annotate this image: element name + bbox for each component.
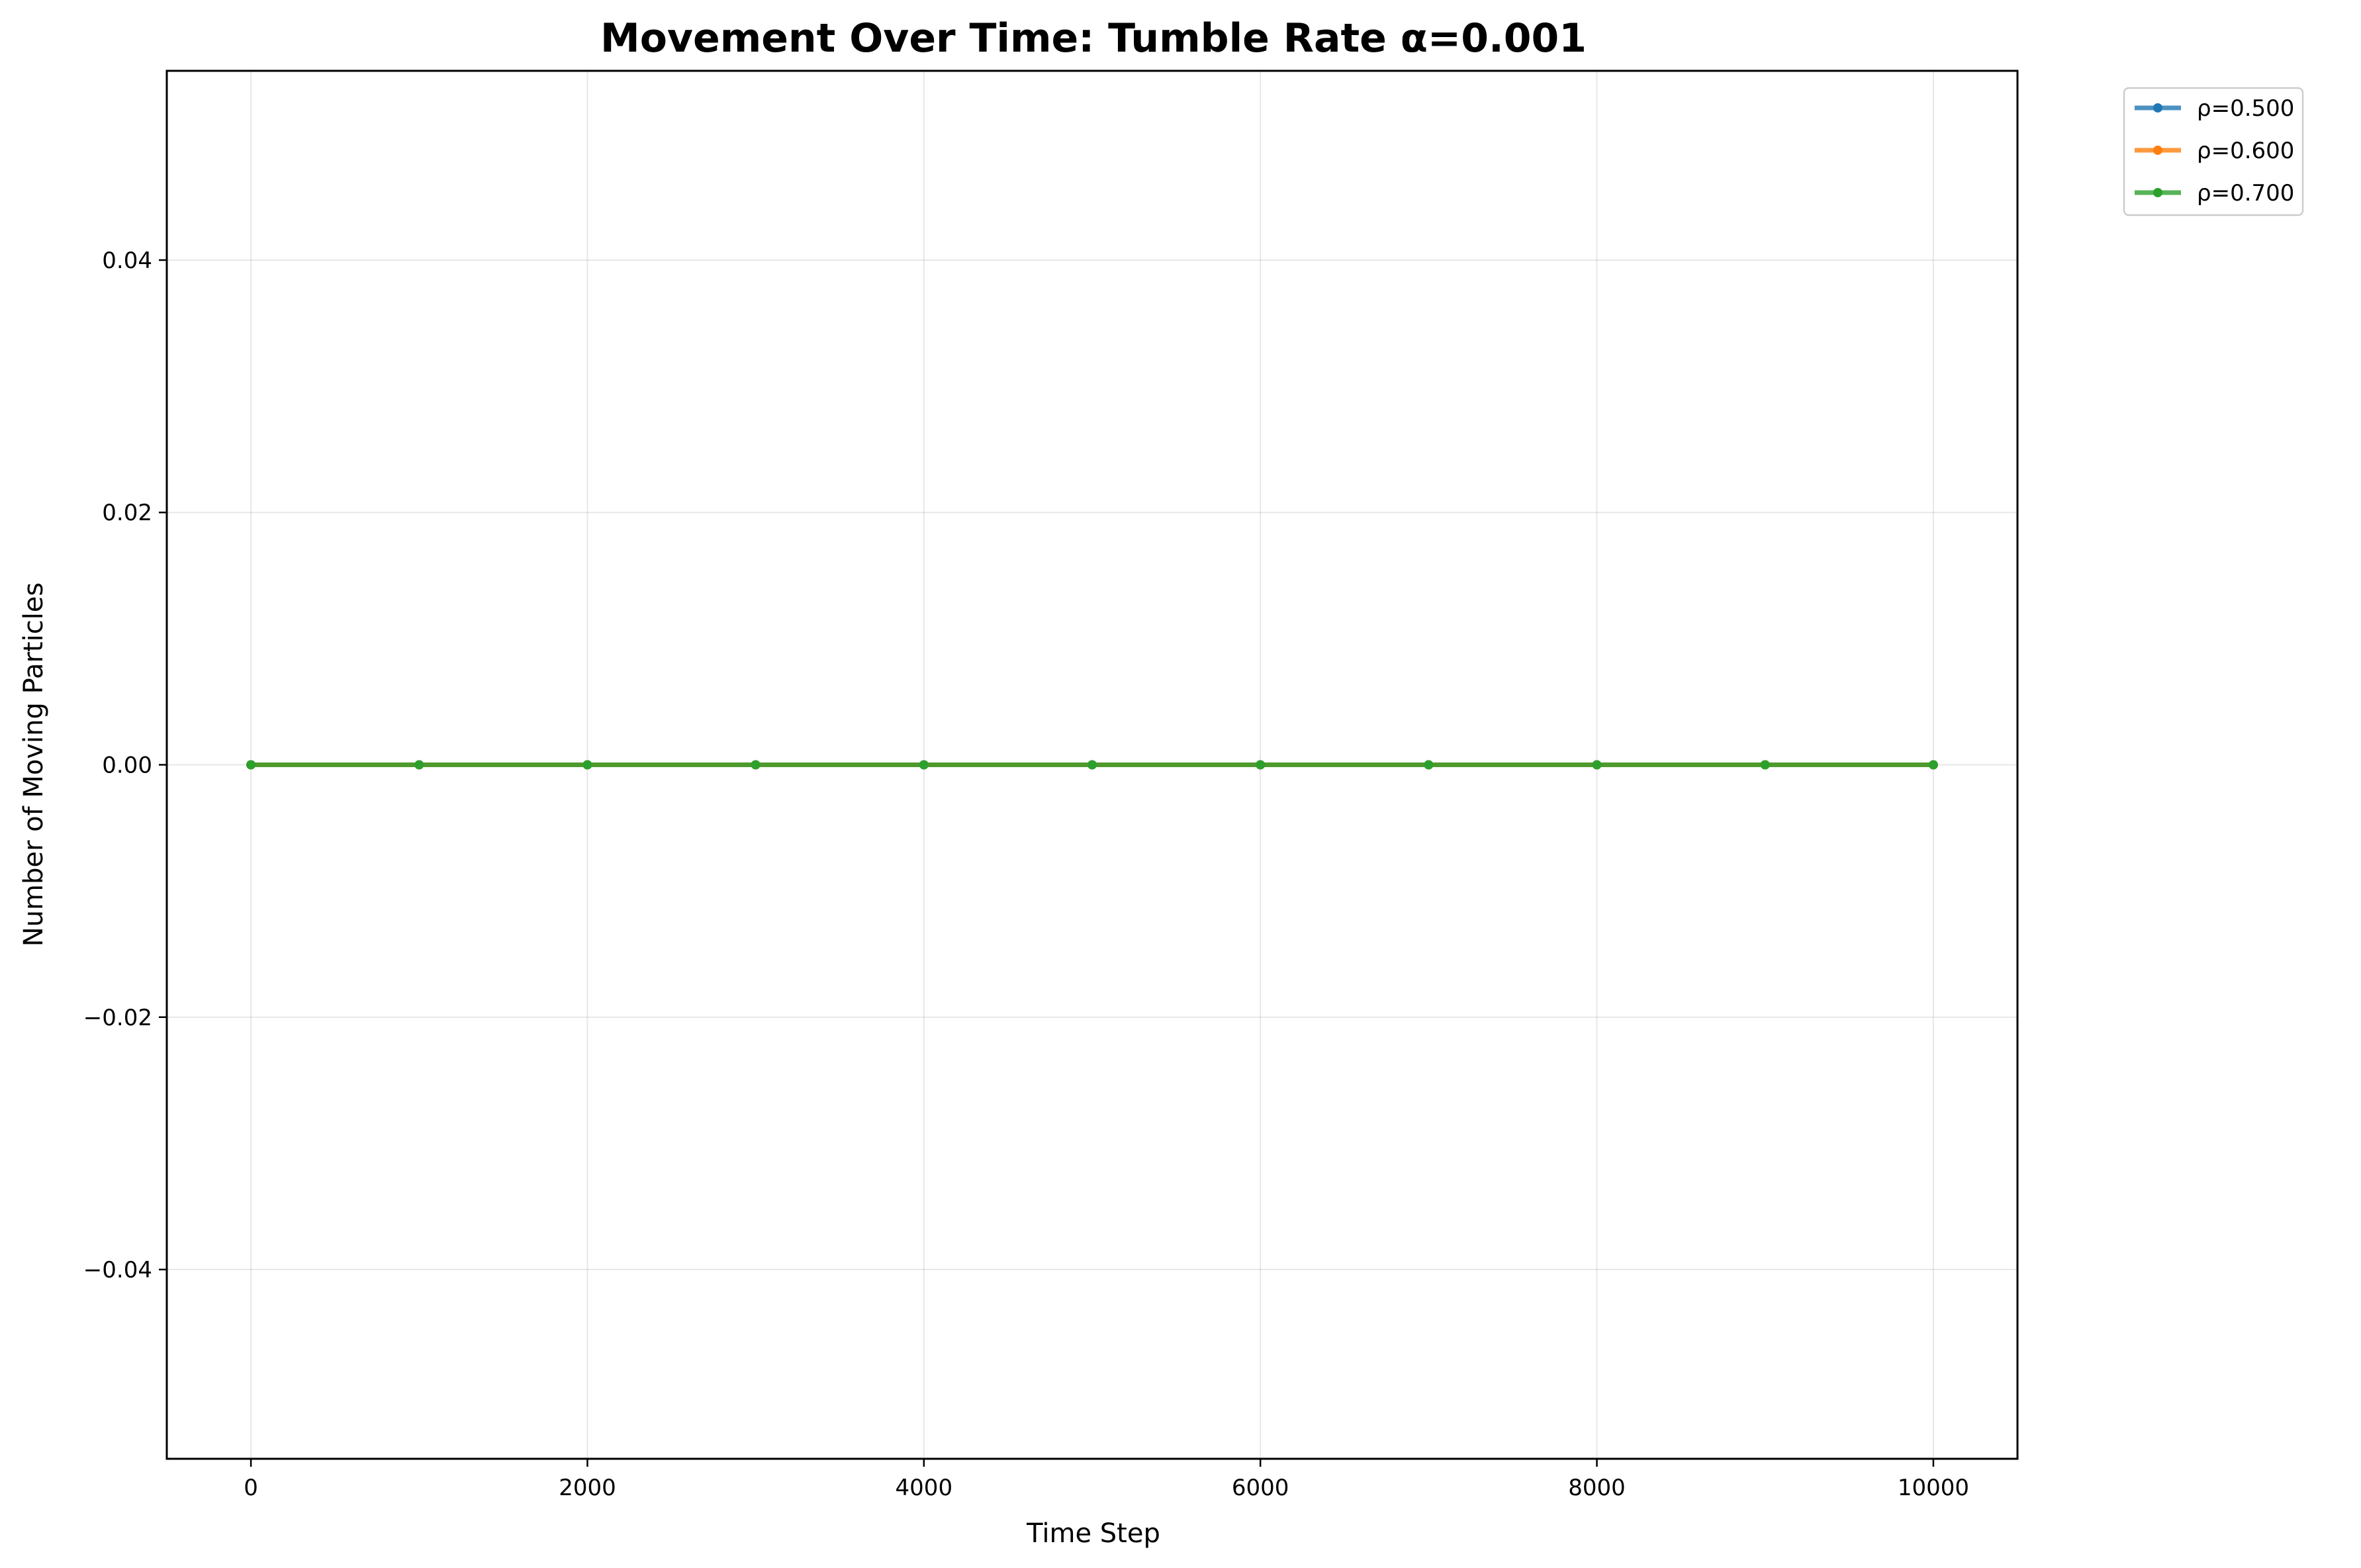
legend-entry: ρ=0.700 <box>2135 180 2294 207</box>
data-point <box>246 760 256 770</box>
y-tick-label: 0.02 <box>102 500 152 526</box>
chart-title: Movement Over Time: Tumble Rate α=0.001 <box>600 15 1587 62</box>
legend-marker <box>2153 103 2162 113</box>
y-tick-label: −0.02 <box>83 1005 152 1031</box>
x-axis: 0 2000 4000 6000 8000 10000 <box>244 1459 1969 1501</box>
x-tick-label: 4000 <box>896 1475 953 1501</box>
x-axis-label: Time Step <box>1026 1518 1160 1549</box>
y-tick-label: 0.04 <box>102 248 152 274</box>
x-tick-label: 0 <box>244 1475 258 1501</box>
data-point <box>414 760 424 770</box>
y-tick-label: −0.04 <box>83 1257 152 1283</box>
y-tick-label: 0.00 <box>102 753 152 779</box>
data-point <box>1088 760 1097 770</box>
data-point <box>1760 760 1770 770</box>
legend-marker <box>2153 188 2162 197</box>
data-point <box>751 760 761 770</box>
data-point <box>582 760 592 770</box>
y-axis: −0.04 −0.02 0.00 0.02 0.04 <box>83 248 167 1283</box>
legend: ρ=0.500 ρ=0.600 ρ=0.700 <box>2123 87 2304 216</box>
legend-marker <box>2153 146 2162 155</box>
data-point <box>1592 760 1602 770</box>
legend-box <box>2123 87 2304 216</box>
legend-label: ρ=0.500 <box>2197 95 2294 122</box>
y-axis-label: Number of Moving Particles <box>19 582 49 947</box>
series-3 <box>246 760 1938 770</box>
data-point <box>1928 760 1938 770</box>
data-point <box>919 760 929 770</box>
x-tick-label: 2000 <box>559 1475 616 1501</box>
legend-entry: ρ=0.600 <box>2135 138 2294 164</box>
data-point <box>1256 760 1266 770</box>
data-point <box>1424 760 1434 770</box>
series-layer <box>246 760 1938 770</box>
legend-entry: ρ=0.500 <box>2135 95 2294 122</box>
x-tick-label: 6000 <box>1232 1475 1289 1501</box>
legend-label: ρ=0.600 <box>2197 138 2294 164</box>
x-tick-label: 8000 <box>1568 1475 1626 1501</box>
legend-label: ρ=0.700 <box>2197 180 2294 207</box>
x-tick-label: 10000 <box>1898 1475 1969 1501</box>
